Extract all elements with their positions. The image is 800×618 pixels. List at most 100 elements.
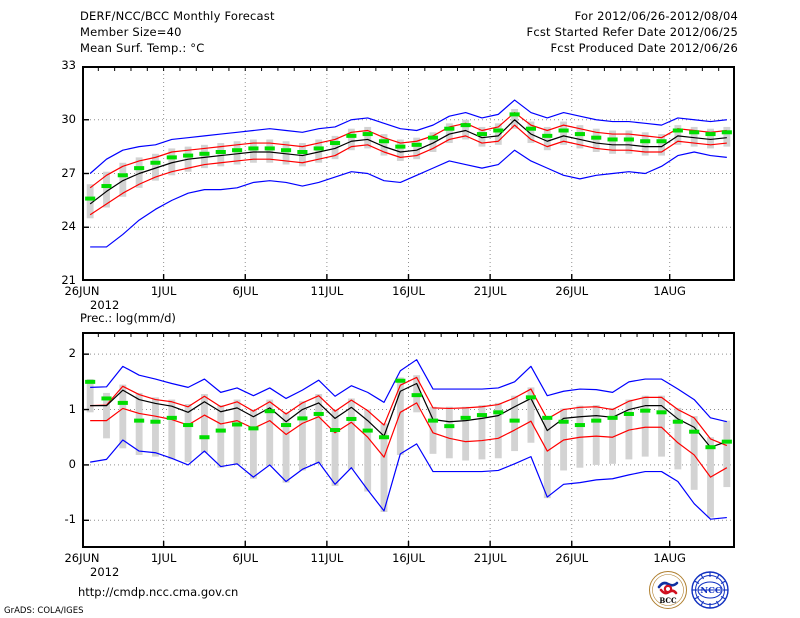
spread-bar — [478, 405, 486, 460]
spread-bar — [201, 144, 208, 169]
temp-panel-title: Mean Surf. Temp.: °C — [80, 41, 205, 55]
spread-bar — [690, 126, 698, 147]
ensemble-mean-dash — [591, 418, 602, 423]
ensemble-mean-dash — [427, 418, 439, 423]
y-axis-tick-label: -1 — [64, 512, 76, 527]
spread-bar — [380, 134, 388, 156]
ensemble-mean-dash — [346, 416, 357, 421]
x-axis-tick-label: 1AUG — [653, 551, 686, 565]
ensemble-mean-dash — [558, 128, 569, 133]
ensemble-mean-dash — [460, 415, 471, 420]
y-axis-tick-label: 24 — [61, 219, 76, 234]
median-line — [90, 382, 728, 448]
temperature-chart-panel — [82, 66, 735, 281]
x-axis-tick-label: 26JUL — [555, 551, 589, 565]
ensemble-mean-dash — [264, 409, 275, 414]
ensemble-mean-dash — [476, 413, 488, 418]
spread-bar — [658, 134, 665, 156]
ensemble-mean-dash — [689, 429, 700, 434]
ensemble-mean-dash — [183, 153, 194, 158]
spread-bar — [690, 416, 698, 490]
ensemble-mean-dash — [411, 393, 422, 398]
y-axis-tick-label: 30 — [61, 111, 76, 126]
spread-bar — [217, 405, 225, 468]
x-axis-tick-label: 21JUL — [473, 551, 507, 565]
produced-date-label: Fcst Produced Date 2012/06/26 — [550, 41, 738, 55]
spread-bar — [331, 135, 339, 160]
x-axis-tick-label: 6JUL — [232, 551, 259, 565]
spread-bar — [576, 125, 584, 149]
spread-bar — [266, 139, 274, 163]
ensemble-mean-dash — [623, 411, 634, 416]
ensemble-mean-dash — [101, 184, 112, 189]
ensemble-mean-dash — [281, 423, 292, 428]
spread-bar — [723, 126, 731, 147]
ensemble-mean-dash — [215, 428, 226, 433]
ensemble-mean-dash — [378, 139, 390, 144]
spread-bar — [249, 409, 257, 479]
spread-bar — [429, 406, 437, 454]
ensemble-mean-dash — [232, 148, 243, 153]
x-axis-tick-label: 26JUN — [64, 284, 100, 298]
ensemble-mean-dash — [248, 146, 259, 151]
ensemble-mean-dash — [509, 112, 520, 117]
ensemble-mean-dash — [117, 173, 128, 178]
ensemble-mean-dash — [411, 142, 422, 147]
spread-bar — [543, 126, 551, 151]
ensemble-mean-dash — [427, 135, 439, 140]
ensemble-mean-dash — [346, 133, 357, 138]
x-axis-tick-label: 16JUL — [392, 284, 425, 298]
spread-bar — [674, 407, 682, 470]
spread-bar — [119, 384, 127, 449]
maximum-line — [90, 359, 727, 423]
x-axis-tick-label: 1AUG — [653, 284, 686, 298]
ensemble-mean-dash — [101, 396, 112, 401]
spread-bar — [609, 130, 616, 154]
spread-bar — [86, 379, 94, 413]
lower-quartile-line — [90, 402, 728, 478]
ensemble-mean-dash — [395, 144, 406, 149]
ensemble-mean-dash — [705, 445, 716, 450]
spread-bar — [152, 397, 159, 457]
spread-bar — [347, 398, 355, 470]
ensemble-mean-dash — [362, 132, 373, 137]
spread-bar — [641, 132, 649, 156]
ensemble-mean-dash — [313, 146, 324, 151]
ensemble-mean-dash — [558, 419, 569, 424]
spread-bar — [560, 121, 568, 145]
ensemble-mean-dash — [297, 150, 308, 154]
y-axis-tick-label: 1 — [68, 401, 76, 416]
ensemble-mean-dash — [85, 379, 96, 384]
member-size-label: Member Size=40 — [80, 25, 182, 39]
x-axis-year-label: 2012 — [90, 298, 120, 312]
spread-bar — [658, 395, 665, 457]
spread-bar — [168, 399, 176, 460]
ensemble-mean-dash — [134, 418, 145, 423]
ensemble-mean-dash — [721, 130, 732, 135]
ensemble-mean-dash — [199, 151, 210, 156]
ensemble-mean-dash — [444, 424, 455, 429]
spread-bar — [135, 392, 143, 455]
ensemble-mean-dash — [150, 419, 161, 424]
spread-bar — [723, 420, 731, 488]
spread-bar — [152, 153, 159, 181]
grads-credit: GrADS: COLA/IGES — [4, 606, 84, 616]
spread-bar — [462, 406, 470, 461]
spread-bar — [494, 402, 502, 459]
spread-bar — [282, 141, 290, 165]
y-axis-tick-label: 21 — [61, 273, 76, 287]
website-url[interactable]: http://cmdp.ncc.cma.gov.cn — [78, 585, 239, 599]
ensemble-mean-dash — [444, 126, 455, 131]
x-axis-tick-label: 21JUL — [473, 284, 507, 298]
upper-quartile-line — [89, 111, 727, 189]
x-axis-year-label: 2012 — [90, 565, 120, 579]
y-axis-tick-label: 0 — [68, 456, 76, 471]
ensemble-mean-dash — [493, 410, 504, 415]
ensemble-mean-dash — [378, 435, 390, 440]
spread-bar — [119, 162, 127, 197]
x-axis-tick-label: 11JUL — [310, 284, 344, 298]
ensemble-mean-dash — [134, 166, 145, 171]
spread-bar — [103, 392, 110, 439]
median-line — [89, 119, 727, 205]
ensemble-mean-dash — [525, 126, 536, 131]
